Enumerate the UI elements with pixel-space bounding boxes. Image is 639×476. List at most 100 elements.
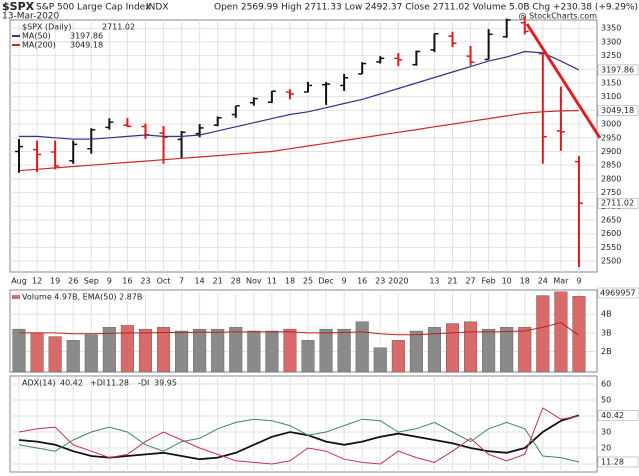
y-tick-label: 4B (601, 310, 612, 319)
x-tick-label: 21 (447, 277, 457, 286)
volume-bar (48, 336, 62, 373)
last-label: 4969957 (600, 289, 636, 298)
y-tick-label: 2800 (601, 174, 621, 183)
y-tick-label: 2950 (601, 133, 621, 142)
x-tick-label: Sep (84, 277, 99, 286)
volume-bar (518, 327, 532, 373)
y-tick-label: 3B (601, 328, 612, 337)
date: 13-Mar-2020 (2, 12, 60, 22)
legend-name: +DI (90, 379, 105, 388)
legend-value: 39.95 (154, 379, 177, 388)
y-tick-label: 2550 (601, 243, 621, 252)
quote: Open 2569.99 High 2711.33 Low 2492.37 Cl… (214, 3, 638, 13)
plot-layer: 2500255026002650270027502800285029002950… (10, 16, 639, 472)
price-panel (9, 19, 598, 273)
legend-value: 2711.02 (102, 23, 135, 32)
x-tick-label: 23 (140, 277, 150, 286)
exchange: INDX (146, 3, 168, 13)
chart-title: $SPX (2, 0, 35, 13)
y-tick-label: 20 (601, 444, 611, 453)
x-tick-label: 25 (303, 277, 313, 286)
value-box (597, 64, 639, 76)
y-tick-label: 3350 (601, 24, 621, 33)
value-label: 3049.18 (601, 106, 634, 115)
y-tick-label: 3100 (601, 92, 621, 101)
x-tick-label: 16 (357, 277, 367, 286)
y-tick-label: 2750 (601, 188, 621, 197)
legend-name: -DI (138, 379, 149, 388)
x-tick-label: Nov (246, 277, 262, 286)
x-tick-label: 21 (213, 277, 223, 286)
volume-bar (572, 295, 586, 373)
x-tick-label: 2020 (388, 277, 408, 286)
x-tick-label: 16 (122, 277, 132, 286)
y-tick-label: 3000 (601, 120, 621, 129)
legend: Volume 4.97B, EMA(50) 2.87B (22, 293, 142, 302)
legend-value: 11.28 (106, 379, 129, 388)
value-box (597, 287, 639, 299)
volume-bar (409, 330, 423, 373)
volume-bar (355, 321, 369, 373)
y-tick-label: 30 (601, 428, 611, 437)
volume-bar (464, 321, 478, 373)
x-tick-label: 7 (179, 277, 184, 286)
x-tick-label: Feb (482, 277, 496, 286)
volume-bar (12, 328, 26, 373)
x-tick-label: 14 (195, 277, 205, 286)
x-tick-label: 10 (502, 277, 512, 286)
x-tick-label: Mar (553, 277, 569, 286)
ma-line (18, 110, 579, 172)
value-label: 3197.86 (601, 65, 634, 74)
volume-bar (265, 330, 279, 373)
volume-bar (373, 347, 387, 373)
x-tick-label: Dec (318, 277, 333, 286)
volume-bar (247, 330, 261, 373)
x-tick-label: 9 (107, 277, 112, 286)
x-tick-label: 13 (429, 277, 439, 286)
source: @ StockCharts.com (519, 12, 598, 21)
legend-value: 40.42 (60, 379, 83, 388)
volume-bar (283, 328, 297, 373)
y-tick-label: 2850 (601, 161, 621, 170)
volume-bar (482, 328, 496, 373)
volume-bar (102, 327, 116, 373)
volume-bar (536, 295, 550, 373)
volume-bar (211, 328, 225, 373)
y-tick-label: 3250 (601, 51, 621, 60)
volume-bar (84, 334, 98, 373)
x-tick-label: 19 (50, 277, 60, 286)
legend-name: ADX(14) (22, 379, 56, 388)
volume-bar (319, 328, 333, 373)
x-tick-label: Oct (157, 277, 171, 286)
volume-bar (120, 325, 134, 373)
x-tick-label: 24 (538, 277, 548, 286)
volume-bar (445, 323, 460, 373)
legend-name: MA(200) (22, 41, 56, 50)
trend-line (525, 23, 602, 139)
volume-bar (337, 328, 351, 373)
value-box (597, 456, 639, 468)
volume-bar (66, 340, 80, 373)
y-tick-label: 2500 (601, 257, 621, 266)
x-tick-label: 18 (285, 277, 295, 286)
y-tick-label: 2900 (601, 147, 621, 156)
ma-line (19, 50, 580, 140)
volume-bar (30, 332, 44, 373)
indicator-line (18, 407, 579, 465)
volume-bar (175, 330, 189, 373)
x-tick-label: 18 (520, 277, 530, 286)
y-tick-label: 2600 (601, 229, 621, 238)
y-tick-label: 3300 (601, 37, 621, 46)
x-tick-label: 28 (231, 277, 241, 286)
volume-bar (138, 328, 152, 373)
x-tick-label: 23 (375, 277, 385, 286)
volume-bar (193, 328, 207, 373)
y-tick-label: 60 (601, 380, 611, 389)
volume-bar (391, 340, 405, 373)
volume-bar (157, 327, 171, 373)
ema-line (19, 322, 580, 336)
legend-name: $SPX (Daily) (22, 23, 72, 32)
volume-bar (554, 291, 568, 373)
